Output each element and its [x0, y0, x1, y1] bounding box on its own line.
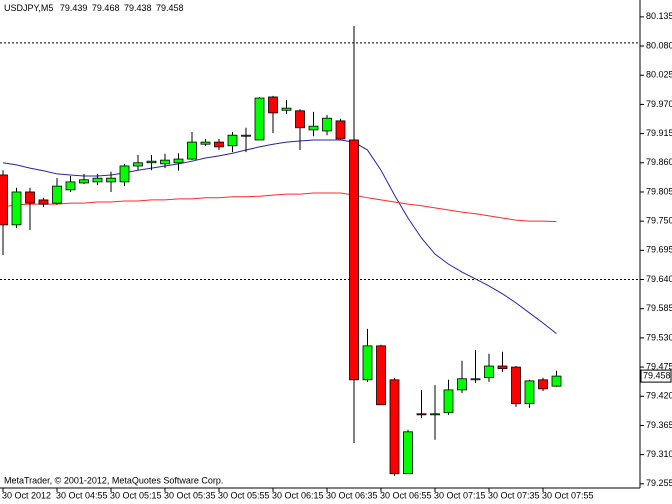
bear-candle	[295, 110, 305, 129]
y-tick-label: 79.805	[646, 186, 672, 196]
plot-area	[0, 25, 640, 476]
x-tick-label: 30 Oct 04:55	[56, 490, 108, 500]
bull-candle	[470, 378, 481, 381]
y-tick-label: 79.970	[646, 99, 672, 109]
x-tick-label: 30 Oct 07:15	[434, 490, 486, 500]
bull-candle	[173, 158, 184, 164]
bull-candle	[133, 162, 143, 167]
x-tick-label: 30 Oct 05:55	[218, 490, 270, 500]
bear-candle	[538, 379, 548, 390]
bull-candle	[241, 134, 251, 137]
bear-candle	[416, 413, 427, 416]
bull-candle	[119, 165, 130, 183]
bull-candle	[322, 117, 332, 132]
bull-candle	[362, 345, 373, 381]
y-tick-label: 80.025	[646, 70, 672, 80]
bear-candle	[268, 96, 278, 114]
bull-candle	[430, 413, 440, 416]
y-tick-label: 79.310	[646, 449, 672, 459]
y-tick-label: 79.695	[646, 245, 672, 255]
price-box	[640, 369, 672, 383]
bull-candle	[484, 365, 494, 379]
bull-candle	[457, 378, 467, 391]
bull-candle	[79, 179, 89, 184]
bear-candle	[511, 366, 521, 405]
symbol: USDJPY,M5	[4, 3, 53, 13]
bull-candle	[227, 134, 238, 147]
bull-candle	[308, 125, 319, 131]
y-tick-label: 79.585	[646, 303, 672, 313]
bull-candle	[11, 191, 22, 226]
y-tick-label: 79.860	[646, 157, 672, 167]
ma-line	[2, 139, 557, 335]
bull-candle	[254, 97, 265, 141]
bull-candle	[551, 375, 562, 387]
y-tick-label: 80.135	[646, 11, 672, 21]
x-tick-label: 30 Oct 06:15	[272, 490, 324, 500]
open-value: 79.439	[60, 3, 88, 13]
header: USDJPY,M5 79.439 79.468 79.438 79.458	[4, 3, 184, 13]
bull-candle	[106, 177, 116, 183]
bear-candle	[335, 120, 346, 140]
bull-candle	[403, 431, 413, 475]
y-tick-label: 79.255	[646, 478, 672, 488]
bull-candle	[65, 181, 76, 191]
bull-candle	[187, 141, 197, 160]
close-value: 79.458	[156, 3, 184, 13]
high-value: 79.468	[92, 3, 120, 13]
bear-candle	[38, 199, 49, 205]
x-tick-label: 30 Oct 2012	[2, 490, 51, 500]
x-tick-label: 30 Oct 05:35	[164, 490, 216, 500]
footer: MetaTrader, © 2001-2012, MetaQuotes Soft…	[4, 475, 223, 485]
y-tick-label: 79.640	[646, 274, 672, 284]
x-tick-label: 30 Oct 07:35	[488, 490, 540, 500]
bear-candle	[376, 345, 386, 406]
y-tick-label: 79.530	[646, 332, 672, 342]
x-tick-label: 30 Oct 05:15	[110, 490, 162, 500]
ma-line	[2, 192, 557, 223]
x-tick-label: 30 Oct 06:55	[380, 490, 432, 500]
bull-candle	[52, 185, 62, 204]
bull-candle	[281, 107, 292, 111]
bear-candle	[214, 141, 224, 148]
x-tick-label: 30 Oct 06:35	[326, 490, 378, 500]
low-value: 79.438	[124, 3, 152, 13]
bull-candle	[524, 380, 535, 405]
bear-candle	[25, 191, 35, 204]
bear-candle	[389, 379, 400, 475]
bull-candle	[92, 177, 103, 183]
bear-candle	[497, 365, 508, 370]
y-tick-label: 79.475	[646, 361, 672, 371]
bull-candle	[160, 159, 170, 165]
bull-candle	[146, 160, 157, 164]
y-tick-label: 79.915	[646, 128, 672, 138]
price-label: 79.458	[643, 370, 671, 380]
y-tick-label: 79.750	[646, 216, 672, 226]
bear-candle	[0, 174, 8, 226]
bull-candle	[200, 141, 211, 145]
y-tick-label: 79.365	[646, 420, 672, 430]
y-tick-label: 80.080	[646, 40, 672, 50]
bull-candle	[443, 389, 454, 414]
y-tick-label: 79.420	[646, 391, 672, 401]
x-tick-label: 30 Oct 07:55	[542, 490, 594, 500]
bear-candle	[349, 139, 359, 381]
